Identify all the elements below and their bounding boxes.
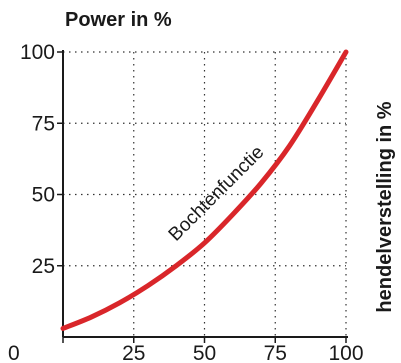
tick-marks	[57, 51, 347, 343]
x-tick-labels: 0 25 50 75 100	[8, 342, 364, 363]
x-tick-label: 100	[328, 342, 363, 363]
y-tick-label: 100	[20, 41, 55, 64]
chart-title: Power in %	[65, 9, 172, 31]
y-tick-label: 25	[32, 255, 55, 278]
series-line	[60, 49, 349, 331]
y-tick-labels: 25 50 75 100	[20, 41, 55, 278]
y-tick-label: 50	[32, 184, 55, 207]
x-tick-label: 0	[8, 342, 20, 363]
y-tick-label: 75	[32, 112, 55, 135]
x-tick-label: 75	[264, 342, 287, 363]
y-axis-label: hendelverstelling in %	[374, 101, 396, 312]
x-tick-label: 50	[193, 342, 216, 363]
x-tick-label: 25	[122, 342, 145, 363]
